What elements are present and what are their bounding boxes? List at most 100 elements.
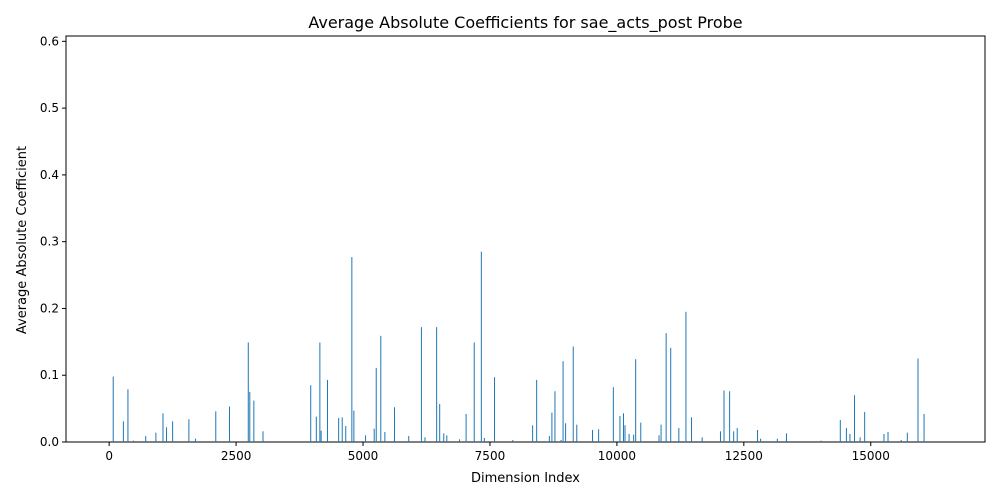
bar (351, 257, 353, 442)
bar (776, 438, 778, 442)
bar (155, 432, 157, 442)
bar (633, 434, 635, 442)
y-tick-label: 0.4 (40, 168, 59, 182)
bar (228, 406, 230, 442)
bar (723, 390, 725, 442)
x-tick-label: 2500 (221, 449, 252, 463)
bar (820, 440, 822, 442)
bar (733, 431, 735, 442)
bar (394, 407, 395, 442)
bars (112, 251, 925, 443)
x-axis-label: Dimension Index (471, 471, 580, 486)
bar (665, 333, 667, 442)
bar (548, 435, 550, 442)
bar (619, 415, 621, 442)
bar (408, 435, 410, 442)
x-tick-label: 15000 (852, 449, 890, 463)
bar (145, 435, 147, 442)
bar (188, 419, 190, 442)
bar (375, 367, 377, 442)
bar (622, 413, 624, 442)
bar (133, 440, 135, 442)
bar (624, 425, 626, 442)
bar (760, 438, 762, 442)
y-axis-label: Average Absolute Coefficient (15, 146, 30, 334)
bar (736, 427, 738, 442)
bar (785, 433, 787, 442)
x-tick-label: 7500 (475, 449, 506, 463)
bar (849, 433, 851, 442)
plot-frame (65, 35, 986, 443)
bar (565, 423, 567, 442)
bar (458, 439, 460, 442)
bar (572, 346, 574, 442)
bar (917, 358, 919, 442)
bar (845, 427, 847, 442)
bar (900, 440, 902, 442)
bar (319, 342, 321, 442)
bar (512, 440, 514, 442)
bar (598, 429, 600, 442)
bar (127, 389, 129, 442)
bar (536, 379, 538, 442)
bar (215, 411, 217, 442)
bar (532, 425, 534, 442)
bar (678, 427, 680, 442)
x-tick-label: 5000 (348, 449, 379, 463)
y-tick-label: 0.3 (40, 235, 59, 249)
bar (480, 251, 482, 442)
bar (554, 391, 556, 442)
bar (249, 391, 251, 442)
bar (326, 379, 328, 442)
bar (612, 387, 614, 442)
bar (923, 413, 925, 442)
bar (635, 359, 637, 442)
bar (166, 427, 168, 442)
bar (465, 413, 467, 442)
bar (341, 417, 343, 442)
bar (443, 433, 445, 442)
bar (380, 335, 382, 442)
bar (194, 438, 196, 442)
bar (592, 429, 594, 442)
bar (854, 395, 856, 442)
bar (685, 311, 687, 442)
x-tick-label: 10000 (598, 449, 636, 463)
bar (262, 431, 264, 442)
bar (345, 425, 347, 442)
bar (640, 422, 642, 442)
bar (122, 421, 124, 442)
y-axis: 0.0 0.1 0.2 0.3 0.4 0.5 0.6 (40, 34, 66, 449)
bar (628, 433, 630, 442)
bar (729, 391, 731, 442)
bar (310, 385, 312, 442)
bar (859, 437, 861, 442)
bar (483, 437, 485, 442)
bar (887, 431, 889, 442)
bar (560, 440, 562, 442)
bar (864, 411, 866, 442)
bar (906, 432, 908, 442)
x-tick-label: 0 (105, 449, 113, 463)
bar (384, 431, 386, 442)
bar (701, 437, 703, 442)
bar (658, 435, 660, 442)
bar (551, 412, 553, 442)
bar (473, 342, 475, 442)
bar (315, 416, 317, 443)
bar (253, 400, 255, 442)
y-tick-label: 0.2 (40, 301, 59, 315)
plot-area (65, 35, 986, 443)
y-tick-label: 0.5 (40, 101, 59, 115)
bar (112, 376, 114, 442)
bar (691, 417, 693, 442)
y-tick-label: 0.0 (40, 435, 59, 449)
bar (424, 437, 426, 442)
y-tick-label: 0.1 (40, 368, 59, 382)
bar (494, 377, 496, 442)
bar (162, 413, 164, 442)
chart-title: Average Absolute Coefficients for sae_ac… (308, 13, 742, 33)
bar (439, 403, 441, 442)
